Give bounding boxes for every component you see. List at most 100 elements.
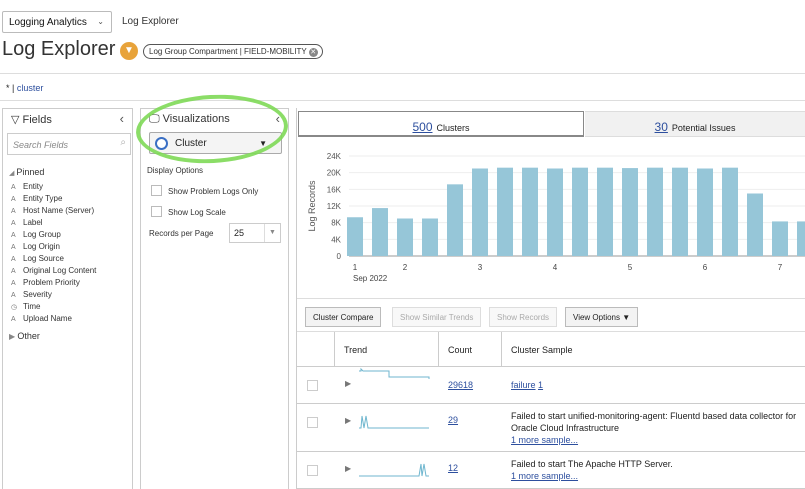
header-count[interactable]: Count [448, 345, 473, 355]
field-label: Time [23, 302, 41, 311]
field-item[interactable]: A Log Group [11, 230, 61, 239]
caret-down-icon: ▼ [264, 224, 280, 242]
bar [397, 218, 413, 256]
y-axis-label: Log Records [307, 180, 317, 232]
display-options-label: Display Options [147, 166, 204, 175]
field-item[interactable]: A Severity [11, 290, 52, 299]
field-item[interactable]: A Upload Name [11, 314, 72, 323]
clusters-table: Trend Count Cluster Sample ▶ 29618 failu… [297, 332, 805, 489]
field-type-icon: A [11, 232, 16, 239]
bar [722, 167, 738, 256]
y-tick-label: 12K [327, 202, 342, 211]
fields-panel: ▽ Fields ‹ Search Fields ⌕ ◢ Pinned A Enti… [2, 108, 133, 489]
bar [797, 221, 805, 256]
y-tick-label: 0 [337, 252, 342, 261]
x-tick-sublabel: Sep 2022 [353, 274, 388, 283]
search-fields-input[interactable]: Search Fields ⌕ [7, 133, 131, 155]
search-icon: ⌕ [120, 137, 126, 148]
x-tick-label: 6 [703, 263, 708, 272]
row-checkbox[interactable] [307, 417, 318, 428]
bar [422, 218, 438, 256]
field-item[interactable]: A Original Log Content [11, 266, 96, 275]
close-icon[interactable]: ✕ [308, 48, 318, 57]
records-per-page-select[interactable]: 25 ▼ [229, 223, 281, 243]
field-item[interactable]: A Host Name (Server) [11, 206, 94, 215]
filter-icon[interactable]: ▼ [120, 42, 138, 60]
field-item[interactable]: A Label [11, 218, 43, 227]
tab-clusters[interactable]: 500 Clusters [298, 111, 584, 137]
y-tick-label: 20K [327, 169, 342, 178]
field-label: Log Source [23, 254, 64, 263]
visualizations-title: 🖵 Visualizations [149, 113, 230, 125]
header-cluster-sample[interactable]: Cluster Sample [511, 345, 573, 355]
filter-chip[interactable]: Log Group Compartment | FIELD-MOBILITY ✕ [143, 44, 323, 59]
expand-icon[interactable]: ▶ [345, 379, 352, 388]
field-item[interactable]: ◷ Time [11, 302, 40, 311]
pinned-section[interactable]: ◢ Pinned [9, 167, 45, 177]
cluster-sample[interactable]: failure 1 [511, 380, 544, 390]
bar [647, 167, 663, 256]
more-samples-link[interactable]: 1 more sample... [511, 471, 579, 481]
y-tick-label: 4K [331, 235, 341, 244]
collapse-icon[interactable]: ‹ [119, 111, 124, 126]
histogram-chart: 0 4K 8K 12K 16K 20K 24K Log Records 1 Sep 2022 2 3 4… [307, 152, 805, 283]
field-type-icon: A [11, 220, 16, 227]
bar [472, 168, 488, 256]
show-problem-logs-label: Show Problem Logs Only [168, 187, 259, 196]
caret-down-icon: ▼ [259, 139, 267, 148]
field-item[interactable]: A Entity Type [11, 194, 62, 203]
trend-sparkline [359, 463, 429, 477]
bar [772, 221, 788, 256]
field-label: Problem Priority [23, 278, 80, 287]
show-log-scale-checkbox[interactable] [151, 206, 162, 217]
expand-icon[interactable]: ▶ [345, 416, 352, 425]
count-link[interactable]: 29 [448, 415, 459, 425]
x-tick-label: 1 [353, 263, 358, 272]
y-tick-label: 8K [331, 219, 341, 228]
bar [597, 167, 613, 256]
bar [497, 167, 513, 256]
more-samples-link[interactable]: 1 more sample... [511, 435, 579, 445]
field-item[interactable]: A Problem Priority [11, 278, 80, 287]
breadcrumb[interactable]: Log Explorer [122, 16, 179, 27]
table-row[interactable]: ▶ 29 Failed to start unified-monitoring-… [297, 404, 805, 452]
main-panel: 500 Clusters 30 Potential Issues 0 4K 8K 12K 1… [296, 108, 805, 489]
count-link[interactable]: 29618 [448, 380, 474, 390]
cluster-sample: Failed to start The Apache HTTP Server. 1… [511, 452, 799, 487]
cluster-compare-button[interactable]: Cluster Compare [305, 307, 382, 327]
row-checkbox[interactable] [307, 380, 318, 391]
table-row[interactable]: ▶ 12 Failed to start The Apache HTTP Ser… [297, 452, 805, 489]
bar [622, 168, 638, 256]
field-type-icon: A [11, 196, 16, 203]
other-section[interactable]: ▶ Other [9, 331, 40, 341]
query-editor[interactable]: * | cluster [0, 73, 805, 101]
show-similar-trends-button[interactable]: Show Similar Trends [392, 307, 482, 327]
field-label: Entity Type [23, 194, 63, 203]
show-problem-logs-checkbox[interactable] [151, 185, 162, 196]
table-row[interactable]: ▶ 29618 failure 1 [297, 367, 805, 404]
field-item[interactable]: A Log Source [11, 254, 64, 263]
view-options-button[interactable]: View Options ▼ [565, 307, 639, 327]
app-selector-label: Logging Analytics [9, 17, 87, 28]
header-trend[interactable]: Trend [344, 345, 368, 355]
tab-potential-issues[interactable]: 30 Potential Issues [585, 111, 805, 137]
x-tick-label: 4 [553, 263, 558, 272]
filter-chip-label: Log Group Compartment | FIELD-MOBILITY [149, 47, 307, 56]
filter-icon: ▽ [11, 114, 23, 126]
field-item[interactable]: A Log Origin [11, 242, 60, 251]
monitor-icon: 🖵 [149, 113, 163, 125]
show-records-button[interactable]: Show Records [489, 307, 558, 327]
cluster-sample: Failed to start unified-monitoring-agent… [511, 404, 799, 451]
bar [347, 217, 363, 256]
expand-icon[interactable]: ▶ [345, 464, 352, 473]
visualization-select[interactable]: Cluster ▼ [149, 132, 282, 154]
bar [547, 168, 563, 256]
app-selector[interactable]: Logging Analytics ⌄ [2, 11, 112, 33]
x-tick-label: 2 [403, 263, 408, 272]
count-link[interactable]: 12 [448, 463, 459, 473]
row-checkbox[interactable] [307, 465, 318, 476]
bar [447, 184, 463, 256]
collapse-icon[interactable]: ‹ [275, 111, 280, 126]
field-type-icon: A [11, 268, 16, 275]
field-item[interactable]: A Entity [11, 182, 43, 191]
